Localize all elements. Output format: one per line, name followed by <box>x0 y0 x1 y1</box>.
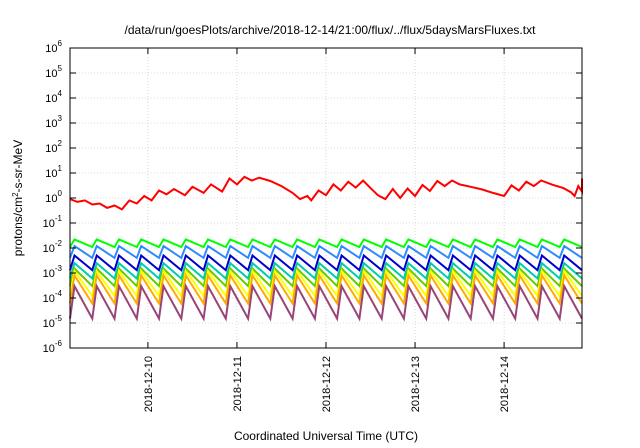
series-layer <box>69 175 583 322</box>
y-tick-label: 105 <box>45 64 62 80</box>
x-tick-label: 2018-12-11 <box>232 356 244 411</box>
y-tick-label: 104 <box>45 89 62 105</box>
y-tick-label: 10-3 <box>43 264 63 280</box>
series-line-8 <box>69 272 583 307</box>
series-line-9 <box>69 282 583 322</box>
x-axis-label: Coordinated Universal Time (UTC) <box>234 429 418 443</box>
y-axis: 10-6 10-5 10-4 10-3 10-2 10-1 100 101 102 103 104 1… <box>43 39 582 355</box>
x-tick-label: 2018-12-13 <box>410 356 422 412</box>
x-axis: 2018-12-10 2018-12-11 2018-12-12 2018-12-13… <box>143 48 511 412</box>
x-tick-label: 2018-12-14 <box>499 356 511 412</box>
y-tick-label: 103 <box>45 114 62 130</box>
y-tick-label: 10-4 <box>43 289 63 305</box>
y-tick-label: 10-6 <box>43 339 63 355</box>
x-tick-label: 2018-12-12 <box>321 356 333 412</box>
y-tick-label: 106 <box>45 39 62 55</box>
series-line-2 <box>69 238 583 249</box>
y-tick-label: 101 <box>45 164 62 180</box>
series-line-4 <box>69 253 583 272</box>
series-line-3 <box>69 244 583 260</box>
x-tick-label: 2018-12-10 <box>143 356 155 412</box>
series-line-6 <box>69 266 583 289</box>
y-tick-label: 102 <box>45 139 62 155</box>
y-tick-label: 10-2 <box>43 239 63 255</box>
series-line-1 <box>69 175 583 211</box>
series-line-7 <box>69 268 583 299</box>
y-tick-label: 10-5 <box>43 314 63 330</box>
y-tick-label: 10-1 <box>43 214 63 230</box>
y-axis-label: protons/cm2-s-sr-MeV <box>11 140 26 256</box>
chart-title: /data/run/goesPlots/archive/2018-12-14/2… <box>125 23 537 37</box>
series-line-5 <box>69 261 583 281</box>
y-tick-label: 100 <box>45 189 62 205</box>
